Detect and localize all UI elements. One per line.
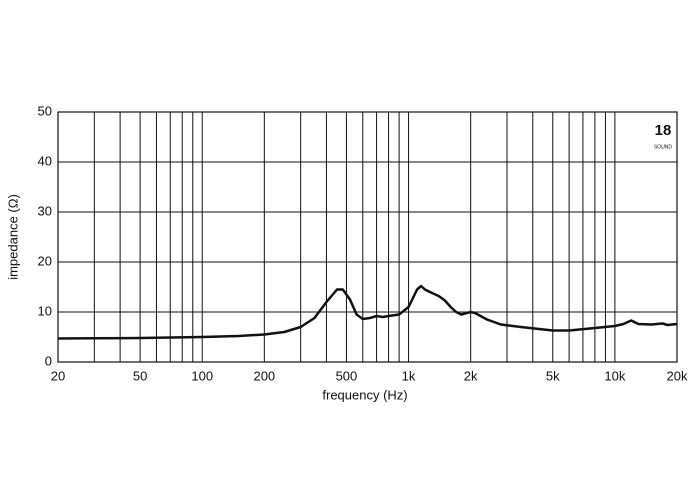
x-tick-label: 1k xyxy=(402,368,416,383)
y-tick-label: 20 xyxy=(38,253,52,268)
plot-frame xyxy=(57,111,678,363)
y-axis-title: impedance (Ω) xyxy=(5,194,20,280)
x-tick-label: 500 xyxy=(336,368,358,383)
impedance-curve xyxy=(57,284,678,340)
x-tick-label: 200 xyxy=(253,368,275,383)
x-tick-label: 100 xyxy=(191,368,213,383)
x-tick-label: 20k xyxy=(667,368,688,383)
y-tick-label: 50 xyxy=(38,103,52,118)
x-tick-label: 5k xyxy=(546,368,560,383)
x-tick-label: 20 xyxy=(51,368,65,383)
logo-text: SOUND xyxy=(654,144,672,150)
y-tick-label: 30 xyxy=(38,203,52,218)
x-tick-label: 10k xyxy=(604,368,625,383)
y-tick-label: 40 xyxy=(38,153,52,168)
logo-number: 18 xyxy=(655,122,672,139)
y-tick-label: 10 xyxy=(38,303,52,318)
y-tick-label: 0 xyxy=(45,353,52,368)
x-axis-title: frequency (Hz) xyxy=(322,387,407,402)
x-tick-label: 2k xyxy=(464,368,478,383)
x-tick-label: 50 xyxy=(133,368,147,383)
